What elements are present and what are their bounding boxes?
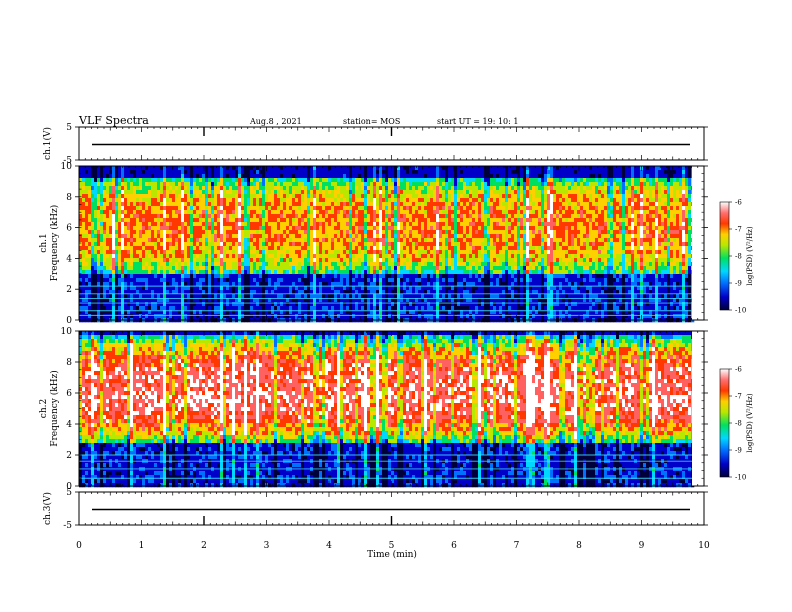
y-tick-label: 2: [66, 285, 72, 295]
ch1-spectrogram-panel: 0 2 4 6 8 10 ch.1 Frequency (kHz): [39, 162, 708, 326]
y-axis-label: ch.3(V): [42, 492, 53, 525]
no-data-region: [692, 166, 704, 320]
y-axis-label-quantity: Frequency (kHz): [49, 205, 60, 282]
y-tick-label: 10: [61, 162, 73, 172]
colorbar-ramp: [719, 201, 730, 311]
colorbar-tick-label: -7: [735, 393, 742, 401]
x-tick-label: 8: [576, 541, 582, 551]
y-tick-label: 0: [66, 482, 72, 492]
no-data-region: [692, 331, 704, 486]
colorbar-tick-label: -8: [735, 420, 742, 428]
y-tick-label: 6: [66, 389, 72, 399]
figure-title: VLF Spectra: [78, 114, 149, 127]
colorbar-ramp: [719, 368, 730, 478]
date-label: Aug.8 , 2021: [249, 117, 302, 126]
colorbar-tick-label: -10: [735, 474, 746, 482]
ch2-colorbar: -6 -7 -8 -9 -10 log(PSD) (V²/Hz): [719, 366, 754, 482]
y-tick-label: 10: [61, 327, 73, 337]
spectrogram-cells: [79, 331, 695, 488]
colorbar-tick-label: -10: [735, 307, 746, 315]
y-tick-label: 5: [66, 123, 72, 133]
x-tick-label: 7: [514, 541, 520, 551]
station-label: station= MOS: [343, 117, 400, 126]
y-tick-label: -5: [63, 156, 72, 166]
x-tick-label: 9: [639, 541, 645, 551]
x-axis: 0 1 2 3 4 5 6 7 8 9 10: [76, 541, 710, 551]
colorbar-tick-label: -9: [735, 447, 742, 455]
y-tick-label: 8: [66, 358, 72, 368]
x-tick-label: 6: [451, 541, 457, 551]
y-axis-label-channel: ch.2: [39, 399, 49, 418]
ch1-waveform-panel: 5 -5 ch.1(V): [42, 123, 708, 166]
colorbar-tick-label: -9: [735, 280, 742, 288]
y-axis-label-channel: ch.1: [39, 233, 49, 252]
y-tick-label: 2: [66, 451, 72, 461]
x-tick-label: 4: [326, 541, 332, 551]
y-tick-label: 8: [66, 193, 72, 203]
x-tick-label: 2: [201, 541, 207, 551]
start-time-label: start UT = 19: 10: 1: [437, 117, 518, 126]
ch3-waveform-panel: 5 -5 ch.3(V): [42, 488, 708, 531]
x-tick-label: 5: [389, 541, 395, 551]
spectrogram-cells: [79, 166, 695, 323]
colorbar-tick-label: -6: [735, 366, 742, 374]
colorbar-label: log(PSD) (V²/Hz): [746, 393, 754, 452]
x-tick-label: 0: [76, 541, 82, 551]
y-tick-label: 4: [66, 254, 72, 264]
x-tick-label: 3: [264, 541, 270, 551]
y-tick-label: 4: [66, 420, 72, 430]
colorbar-tick-label: -7: [735, 226, 742, 234]
y-axis-label-quantity: Frequency (kHz): [49, 370, 60, 447]
x-tick-label: 1: [139, 541, 145, 551]
x-tick-label: 10: [698, 541, 710, 551]
y-tick-label: 6: [66, 224, 72, 234]
colorbar-tick-label: -8: [735, 253, 742, 261]
y-axis-label: ch.1(V): [42, 127, 53, 160]
colorbar-label: log(PSD) (V²/Hz): [746, 226, 754, 285]
colorbar-tick-label: -6: [735, 199, 742, 207]
y-tick-label: 0: [66, 316, 72, 326]
x-axis-label: Time (min): [367, 549, 417, 560]
ch1-colorbar: -6 -7 -8 -9 -10 log(PSD) (V²/Hz): [719, 199, 754, 315]
y-tick-label: -5: [63, 521, 72, 531]
ch2-spectrogram-panel: 0 2 4 6 8 10 ch.2 Frequency (kHz): [39, 327, 708, 492]
y-tick-label: 5: [66, 488, 72, 498]
